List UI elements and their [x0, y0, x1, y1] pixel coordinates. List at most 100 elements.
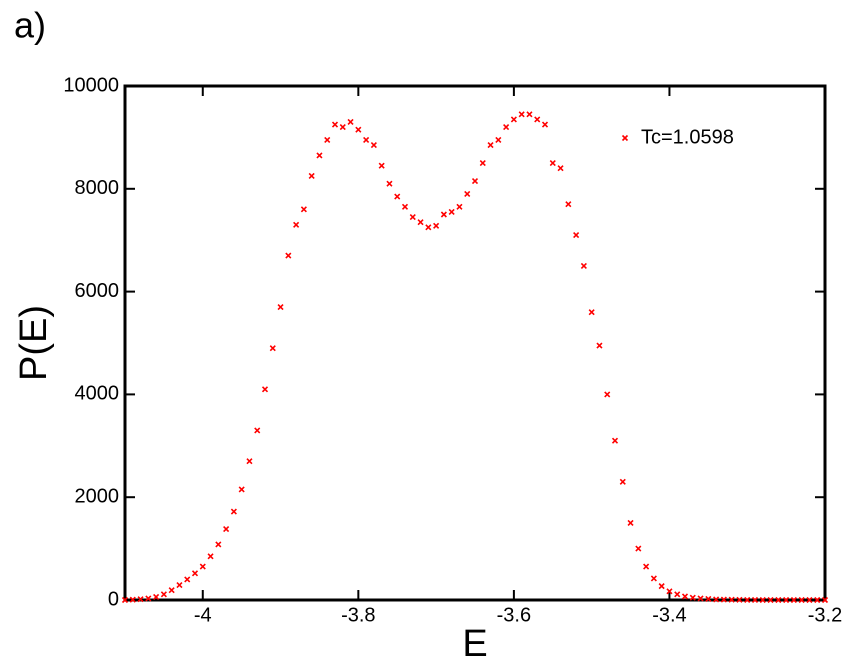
data-point	[207, 553, 214, 560]
data-point	[736, 596, 743, 603]
x-tick-label: -3.6	[497, 604, 531, 626]
data-point	[129, 596, 136, 603]
data-point	[230, 508, 237, 515]
data-point	[580, 262, 587, 269]
legend-label: Tc=1.0598	[641, 126, 734, 148]
data-point	[588, 309, 595, 316]
data-point	[215, 541, 222, 548]
data-point	[456, 203, 463, 210]
data-point	[495, 136, 502, 144]
data-point	[285, 252, 292, 259]
data-point	[355, 126, 362, 133]
data-point	[573, 231, 580, 239]
y-tick-label: 0	[108, 588, 119, 610]
data-point	[744, 596, 751, 603]
data-point	[650, 575, 657, 582]
data-point	[386, 180, 393, 187]
data-point	[767, 596, 774, 604]
data-point	[487, 142, 494, 149]
plot-frame	[123, 84, 827, 602]
y-tick-label: 10000	[63, 74, 119, 96]
y-tick-label: 2000	[75, 485, 120, 507]
data-point	[261, 386, 269, 393]
data-point	[759, 596, 766, 604]
data-point	[821, 596, 829, 604]
data-point	[471, 178, 479, 185]
data-point	[324, 136, 331, 144]
data-point	[300, 206, 307, 213]
data-point	[666, 588, 673, 595]
data-point	[619, 478, 626, 485]
data-point	[339, 124, 346, 131]
data-point	[293, 221, 300, 228]
data-point	[689, 594, 696, 601]
data-point	[176, 582, 183, 589]
data-point	[417, 219, 424, 226]
legend-marker	[621, 134, 629, 142]
data-point	[269, 345, 276, 352]
data-point	[635, 545, 642, 552]
data-point	[479, 160, 486, 167]
data-point	[790, 596, 797, 604]
data-point	[720, 596, 727, 603]
data-point	[168, 587, 175, 594]
data-point	[191, 570, 199, 577]
data-point	[448, 208, 455, 215]
data-point	[308, 172, 315, 180]
data-point	[643, 563, 650, 570]
y-axis-label: P(E)	[13, 305, 55, 381]
data-point	[814, 596, 821, 604]
panel-label: a)	[14, 5, 46, 46]
data-point	[705, 595, 712, 603]
data-point	[611, 437, 619, 444]
data-point	[541, 121, 549, 128]
data-point	[783, 596, 790, 604]
data-point	[370, 142, 377, 149]
y-tick-label: 8000	[75, 177, 120, 199]
data-point	[697, 595, 704, 602]
data-point	[534, 116, 541, 123]
data-point	[277, 303, 284, 311]
data-point	[518, 111, 525, 118]
data-point	[510, 116, 517, 123]
data-point	[199, 563, 206, 570]
data-point	[137, 596, 144, 603]
data-point	[331, 121, 339, 128]
data-point	[798, 596, 805, 604]
data-point	[596, 342, 603, 349]
data-point	[503, 124, 510, 131]
data-point	[549, 160, 556, 167]
data-point	[347, 118, 354, 126]
data-point	[160, 591, 167, 598]
data-point	[627, 519, 634, 526]
data-point	[378, 162, 385, 169]
data-point	[121, 596, 129, 604]
data-point	[246, 458, 253, 465]
data-point	[728, 596, 735, 603]
x-tick-label: -3.2	[808, 604, 842, 626]
x-tick-label: -3.4	[652, 604, 686, 626]
x-axis-label: E	[462, 623, 487, 665]
data-point	[394, 193, 401, 200]
data-point	[409, 214, 416, 221]
data-point	[254, 427, 261, 434]
data-point	[674, 591, 681, 598]
data-point	[751, 596, 759, 604]
data-point	[557, 165, 564, 172]
data-point	[440, 211, 447, 218]
data-point	[401, 203, 409, 210]
data-point	[604, 391, 611, 398]
data-point	[713, 596, 720, 603]
data-point	[565, 201, 572, 208]
data-point	[145, 595, 152, 602]
data-point	[238, 486, 245, 493]
data-point	[681, 593, 689, 600]
x-tick-label: -4	[194, 604, 212, 626]
data-point	[658, 583, 665, 590]
data-point	[526, 111, 533, 118]
data-point	[806, 596, 813, 604]
data-point	[775, 596, 782, 604]
data-point	[153, 593, 160, 600]
data-point	[223, 526, 230, 533]
